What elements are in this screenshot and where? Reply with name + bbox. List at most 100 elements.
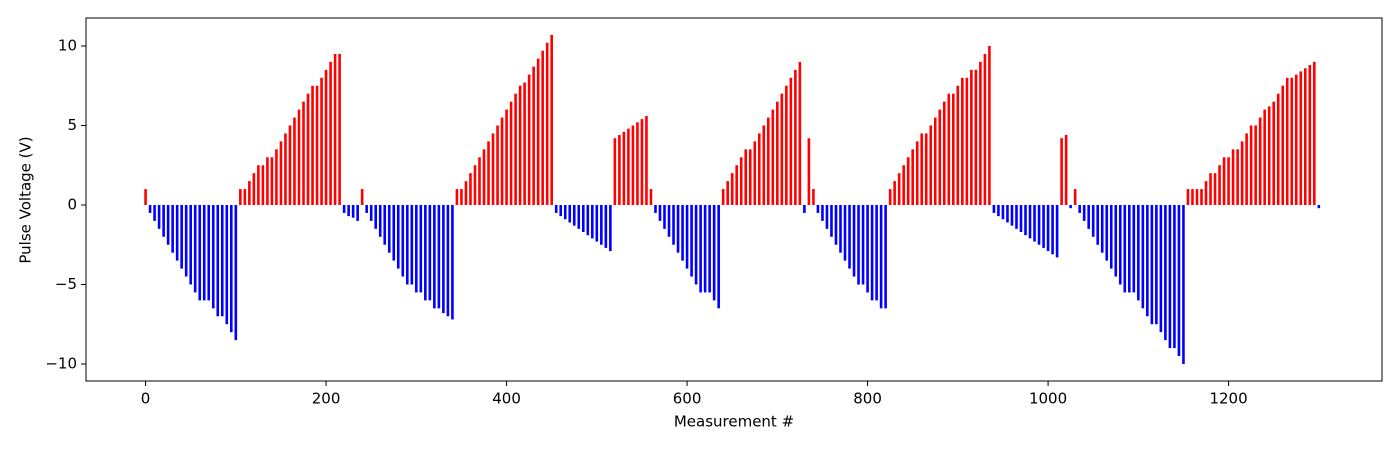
bar: [554, 204, 558, 213]
bar: [1100, 204, 1104, 253]
bar: [1227, 157, 1230, 205]
y-tick-label: −5: [55, 275, 77, 293]
bar: [360, 189, 364, 205]
bar: [1200, 189, 1203, 205]
bar: [1240, 141, 1244, 205]
bar: [297, 109, 301, 205]
bar: [974, 69, 978, 205]
bar: [992, 204, 996, 213]
y-tick-label: 5: [67, 116, 77, 134]
bar: [1078, 204, 1081, 213]
bar: [730, 173, 734, 205]
bar: [762, 125, 766, 205]
bar: [1024, 204, 1027, 236]
bar: [329, 61, 332, 205]
bar: [324, 69, 328, 205]
bar: [1294, 74, 1298, 205]
bar: [744, 149, 748, 205]
bar: [230, 204, 233, 333]
bar: [392, 204, 396, 261]
bar: [1055, 204, 1059, 258]
bar: [1114, 204, 1118, 277]
x-tick-label: 200: [312, 390, 341, 408]
bar: [460, 189, 463, 205]
bar: [157, 204, 161, 229]
bar: [1186, 189, 1190, 205]
bar: [970, 69, 973, 205]
bar: [613, 138, 617, 205]
bar: [929, 125, 933, 205]
bar: [798, 61, 802, 205]
bar: [676, 204, 680, 253]
bar: [153, 204, 156, 221]
bar: [717, 204, 720, 309]
bar: [491, 133, 495, 205]
bar: [866, 204, 869, 293]
bar: [302, 101, 305, 205]
bar: [559, 204, 563, 217]
bar: [207, 204, 211, 301]
bar: [627, 128, 630, 205]
bar: [342, 204, 346, 213]
x-tick-label: 600: [673, 390, 702, 408]
bar: [1046, 204, 1050, 252]
bar: [415, 204, 418, 293]
bar: [1127, 204, 1131, 293]
bar: [789, 77, 793, 205]
bar: [1019, 204, 1023, 233]
bar: [726, 181, 729, 205]
bar: [306, 93, 310, 205]
bar: [202, 204, 206, 301]
bar: [690, 204, 693, 277]
bar: [193, 204, 197, 293]
bar: [794, 69, 797, 205]
bar: [523, 82, 526, 205]
bar: [748, 149, 752, 205]
bar: [735, 165, 739, 205]
bar: [681, 204, 684, 261]
bar: [1033, 204, 1036, 242]
bar: [568, 204, 572, 223]
bar: [1303, 68, 1307, 205]
bar: [708, 204, 711, 293]
bar: [1209, 173, 1212, 205]
bar: [541, 50, 544, 205]
bar: [473, 165, 477, 205]
bar: [347, 204, 350, 217]
bar: [803, 204, 806, 213]
bar: [1213, 173, 1217, 205]
bar: [911, 149, 914, 205]
bar: [1276, 93, 1280, 205]
bar: [1254, 125, 1257, 205]
bar: [1308, 65, 1312, 205]
bar: [184, 204, 188, 277]
bar: [144, 189, 147, 205]
bar: [446, 204, 450, 317]
bar: [405, 204, 409, 285]
bar: [861, 204, 865, 285]
bar: [1006, 204, 1009, 223]
bar: [721, 189, 725, 205]
bar: [622, 131, 626, 205]
bar: [1087, 204, 1090, 229]
bar: [148, 204, 152, 213]
bar: [1141, 204, 1145, 309]
bar: [618, 135, 621, 205]
x-axis-label: Measurement #: [674, 413, 794, 431]
bar: [248, 181, 251, 205]
bar: [261, 165, 265, 205]
bar: [694, 204, 698, 285]
bar: [942, 101, 946, 205]
bar: [428, 204, 432, 301]
y-tick-label: 10: [58, 36, 77, 54]
bar: [1182, 204, 1185, 364]
bar: [1317, 204, 1321, 209]
bar: [1313, 61, 1316, 205]
bar: [1096, 204, 1100, 245]
bar: [776, 101, 779, 205]
bar: [1204, 181, 1208, 205]
bar: [442, 204, 445, 314]
bar: [1159, 204, 1163, 333]
bar: [514, 93, 517, 205]
bar: [649, 189, 653, 205]
